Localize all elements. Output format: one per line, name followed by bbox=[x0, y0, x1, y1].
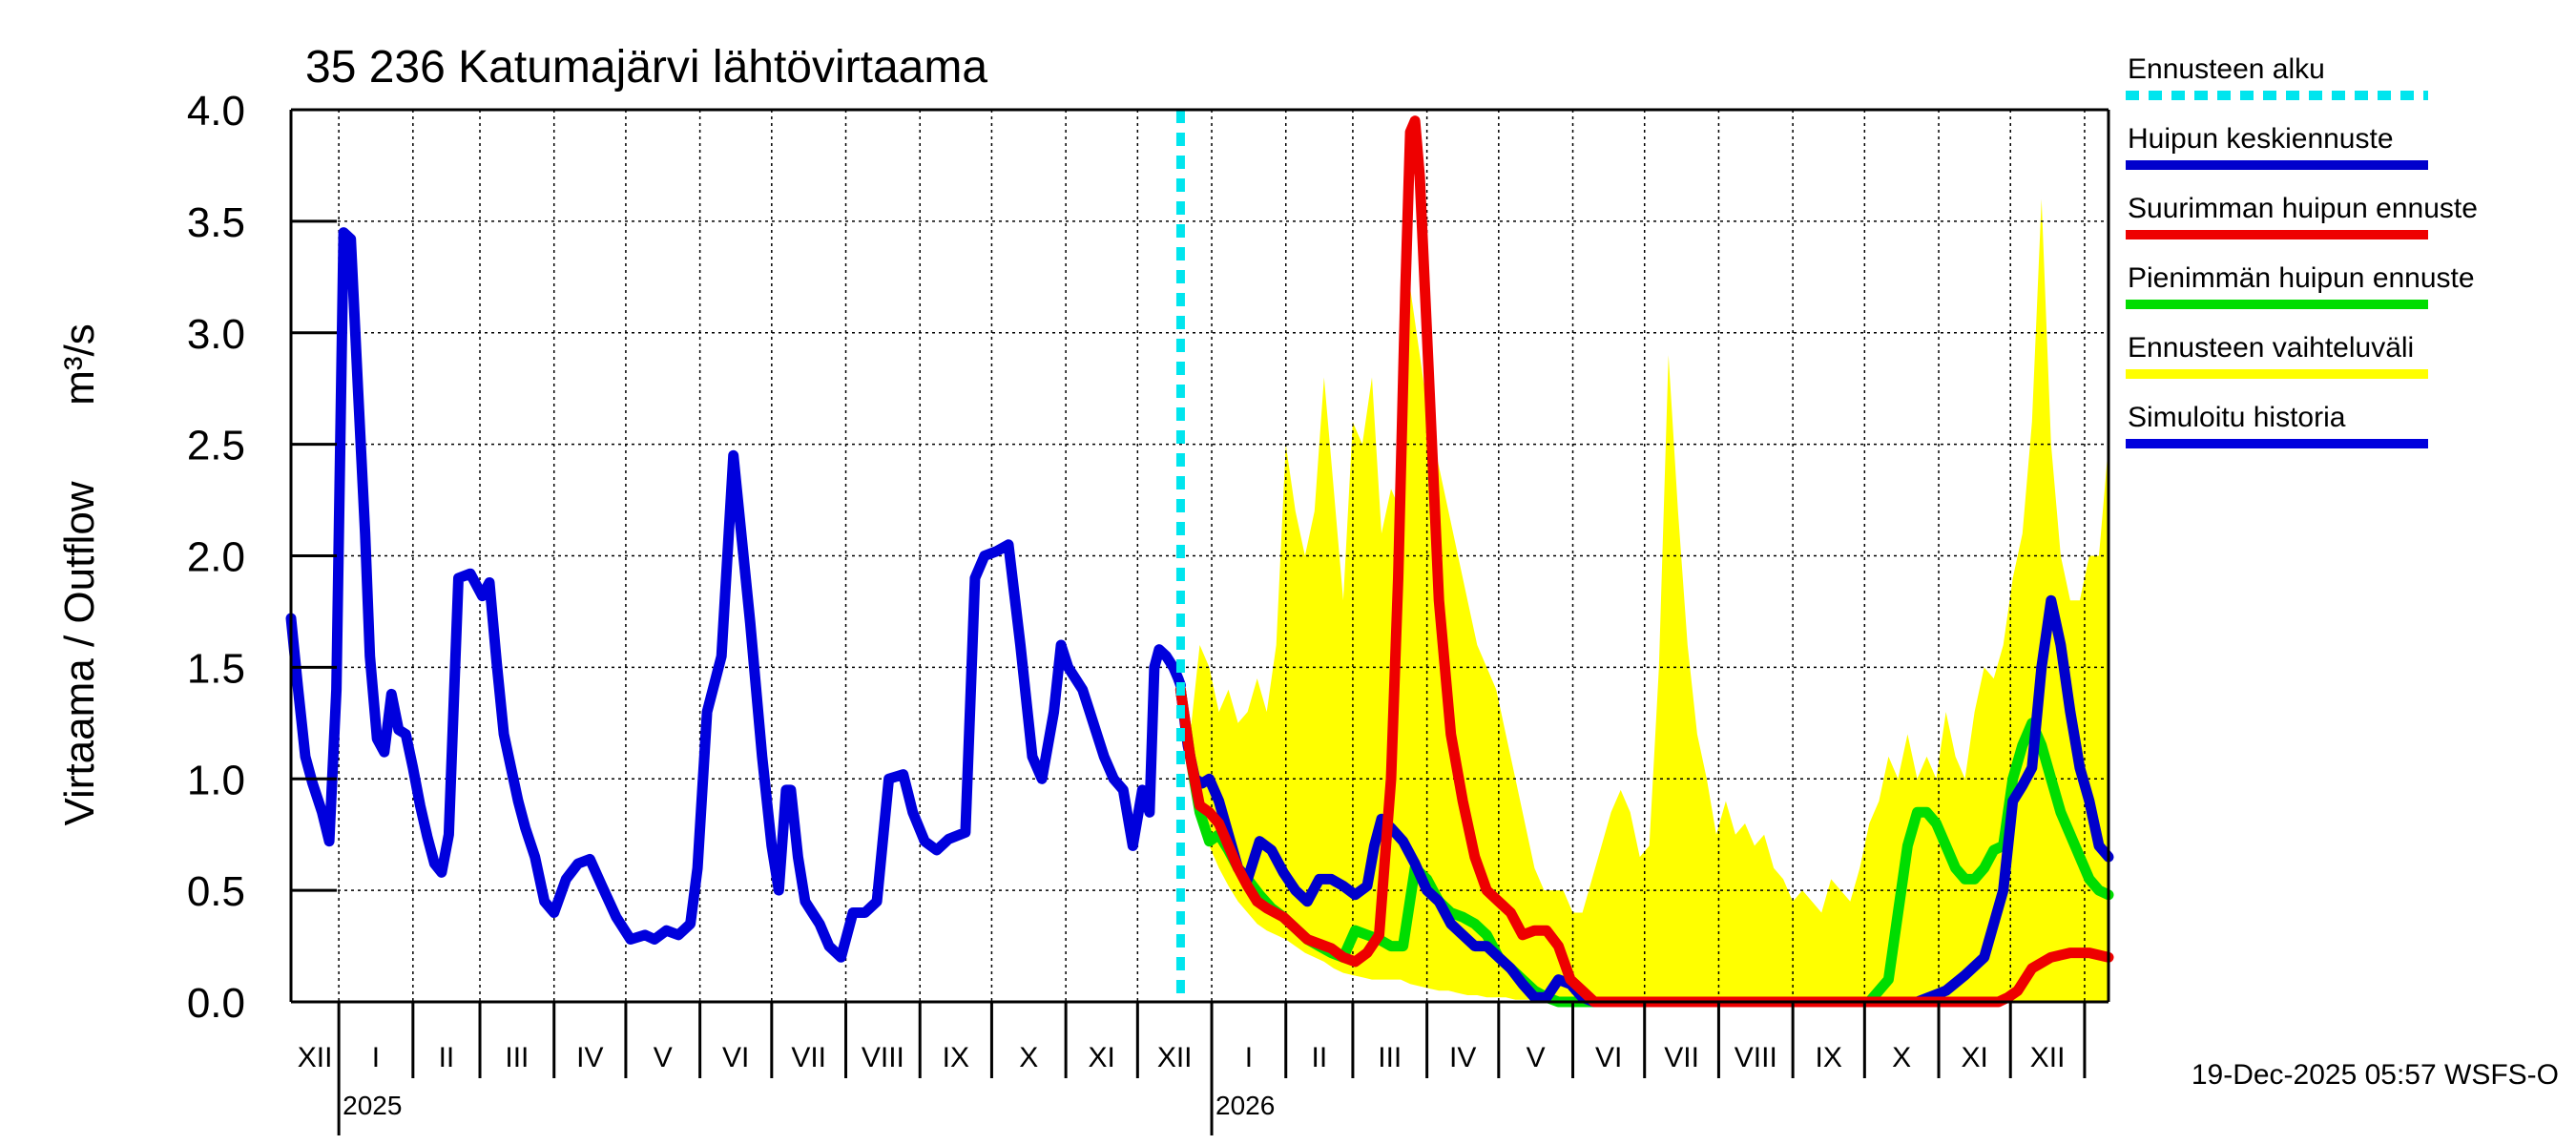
legend: Ennusteen alku Huipun keskiennuste Suurimm… bbox=[2126, 53, 2478, 448]
month-label: VIII bbox=[862, 1042, 904, 1073]
month-label: III bbox=[1378, 1042, 1402, 1073]
month-label: IX bbox=[943, 1042, 969, 1073]
forecast-range-layer bbox=[1180, 198, 2109, 1002]
month-label: IV bbox=[576, 1042, 603, 1073]
month-label: VI bbox=[722, 1042, 749, 1073]
legend-label-history: Simuloitu historia bbox=[2128, 402, 2346, 433]
month-label: XI bbox=[1089, 1042, 1115, 1073]
y-tick-label: 0.5 bbox=[187, 868, 245, 915]
month-label: IX bbox=[1816, 1042, 1842, 1073]
y-tick-label: 2.0 bbox=[187, 534, 245, 581]
month-label: X bbox=[1892, 1042, 1911, 1073]
month-label: II bbox=[439, 1042, 455, 1073]
y-axis-unit: m³/s bbox=[56, 323, 103, 406]
legend-label-max_peak: Suurimman huipun ennuste bbox=[2128, 193, 2478, 224]
month-label: IV bbox=[1449, 1042, 1476, 1073]
timestamp-footer: 19-Dec-2025 05:57 WSFS-O bbox=[2192, 1059, 2559, 1091]
y-tick-labels: 0.0 0.5 1.0 1.5 2.0 2.5 3.0 3.5 4.0 bbox=[187, 88, 245, 1027]
month-labels: XII I II III IV V VI VII VIII IX X XI XII I II III IV V VI… bbox=[298, 1042, 2066, 1073]
y-axis-label: Virtaama / Outflow bbox=[56, 481, 103, 825]
month-label: XI bbox=[1961, 1042, 1987, 1073]
year-label: 2025 bbox=[343, 1091, 402, 1120]
year-label: 2026 bbox=[1215, 1091, 1275, 1120]
axes bbox=[289, 108, 2110, 1135]
legend-label-range: Ennusteen vaihteluväli bbox=[2128, 332, 2414, 364]
month-label: I bbox=[372, 1042, 380, 1073]
month-label: I bbox=[1245, 1042, 1253, 1073]
month-label: V bbox=[1527, 1042, 1546, 1073]
y-tick-label: 3.5 bbox=[187, 199, 245, 246]
legend-label-median_peak: Huipun keskiennuste bbox=[2128, 123, 2394, 155]
legend-label-forecast_start: Ennusteen alku bbox=[2128, 53, 2325, 85]
month-label: VII bbox=[791, 1042, 826, 1073]
year-labels: 2025 2026 bbox=[343, 1091, 1275, 1120]
month-label: XII bbox=[2030, 1042, 2066, 1073]
month-label: XII bbox=[298, 1042, 333, 1073]
month-label: II bbox=[1311, 1042, 1327, 1073]
month-label: III bbox=[505, 1042, 529, 1073]
y-tick-label: 4.0 bbox=[187, 88, 245, 135]
month-label: VII bbox=[1664, 1042, 1699, 1073]
month-label: VI bbox=[1595, 1042, 1622, 1073]
month-label: V bbox=[654, 1042, 673, 1073]
legend-label-min_peak: Pienimmän huipun ennuste bbox=[2128, 262, 2475, 294]
y-tick-label: 3.0 bbox=[187, 311, 245, 358]
chart-title: 35 236 Katumajärvi lähtövirtaama bbox=[305, 42, 987, 93]
y-tick-label: 2.5 bbox=[187, 423, 245, 469]
month-label: X bbox=[1019, 1042, 1038, 1073]
gridlines bbox=[291, 110, 2109, 1002]
y-tick-label: 0.0 bbox=[187, 980, 245, 1027]
month-label: XII bbox=[1157, 1042, 1193, 1073]
forecast-range-band bbox=[1180, 198, 2109, 1002]
month-label: VIII bbox=[1735, 1042, 1777, 1073]
y-tick-label: 1.5 bbox=[187, 645, 245, 692]
y-tick-label: 1.0 bbox=[187, 757, 245, 803]
history-line bbox=[285, 227, 1186, 963]
median-peak-line bbox=[1174, 594, 2114, 1008]
series-layer bbox=[285, 115, 2114, 1008]
